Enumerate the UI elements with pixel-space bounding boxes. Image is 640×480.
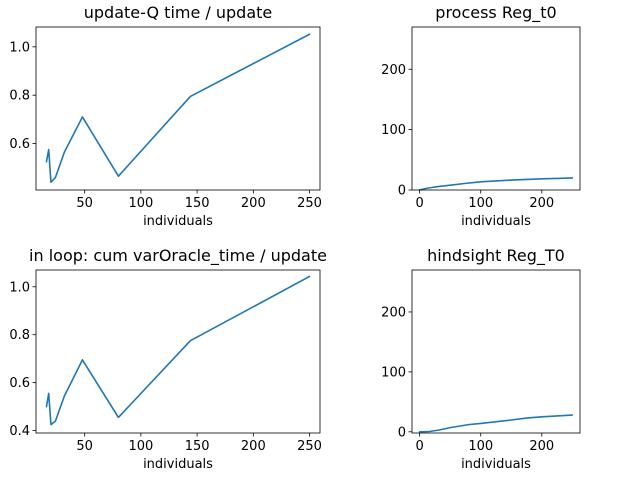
y-tick-label-1: 1.0 xyxy=(9,40,30,55)
x-axis-label-4: individuals xyxy=(461,457,531,472)
x-axis-label-3: individuals xyxy=(143,457,213,472)
y-tick-label-2: 100 xyxy=(381,123,406,138)
y-tick-label-3: 0.4 xyxy=(9,424,30,439)
axes-frame-4 xyxy=(411,269,581,434)
x-tick-label-1: 250 xyxy=(297,196,322,211)
subplot-1: 50 100 150 200 250 0.6 0.8 1.0 individuals update… xyxy=(9,3,322,229)
subplot-4: 0 100 200 0 100 200 individuals hindsight Reg_T… xyxy=(381,246,581,472)
x-axis-label-2: individuals xyxy=(461,214,531,229)
subplot-title-2: process Reg_t0 xyxy=(435,3,556,23)
y-tick-label-2: 200 xyxy=(381,63,406,78)
subplot-title-4: hindsight Reg_T0 xyxy=(427,246,565,266)
y-tick-label-3: 1.0 xyxy=(9,280,30,295)
x-tick-label-3: 100 xyxy=(128,439,153,454)
x-tick-label-1: 200 xyxy=(241,196,266,211)
x-tick-label-4: 100 xyxy=(468,439,493,454)
x-tick-label-2: 200 xyxy=(529,196,554,211)
y-tick-label-1: 0.8 xyxy=(9,89,30,104)
axes-frame-2 xyxy=(411,26,581,191)
x-tick-label-4: 0 xyxy=(415,439,423,454)
x-tick-label-3: 250 xyxy=(297,439,322,454)
x-tick-label-1: 100 xyxy=(128,196,153,211)
y-tick-label-3: 0.6 xyxy=(9,376,30,391)
x-axis-label-1: individuals xyxy=(143,214,213,229)
axes-frame-3 xyxy=(35,269,321,434)
x-tick-label-3: 150 xyxy=(185,439,210,454)
subplot-title-3: in loop: cum varOracle_time / update xyxy=(29,246,327,266)
y-tick-label-4: 200 xyxy=(381,305,406,320)
series-line-4-1 xyxy=(418,414,574,433)
x-tick-label-3: 200 xyxy=(241,439,266,454)
y-tick-label-4: 0 xyxy=(398,425,406,440)
subplot-2: 0 100 200 0 100 200 individuals process Reg_t0 xyxy=(381,3,581,229)
y-tick-label-1: 0.6 xyxy=(9,137,30,152)
x-tick-label-1: 150 xyxy=(185,196,210,211)
series-line-3-1 xyxy=(45,275,311,426)
subplot-title-1: update-Q time / update xyxy=(84,3,273,22)
y-tick-label-4: 100 xyxy=(381,365,406,380)
axes-frame-1 xyxy=(35,26,321,191)
x-tick-label-2: 100 xyxy=(468,196,493,211)
series-line-1-1 xyxy=(45,33,311,184)
x-tick-label-2: 0 xyxy=(415,196,423,211)
x-tick-label-3: 50 xyxy=(76,439,93,454)
y-tick-label-2: 0 xyxy=(398,184,406,199)
subplot-3: 50 100 150 200 250 0.4 0.6 0.8 1.0 individuals in … xyxy=(9,246,327,472)
x-tick-label-1: 50 xyxy=(76,196,93,211)
x-tick-label-4: 200 xyxy=(529,439,554,454)
series-line-2-1 xyxy=(418,177,574,191)
y-tick-label-3: 0.8 xyxy=(9,328,30,343)
